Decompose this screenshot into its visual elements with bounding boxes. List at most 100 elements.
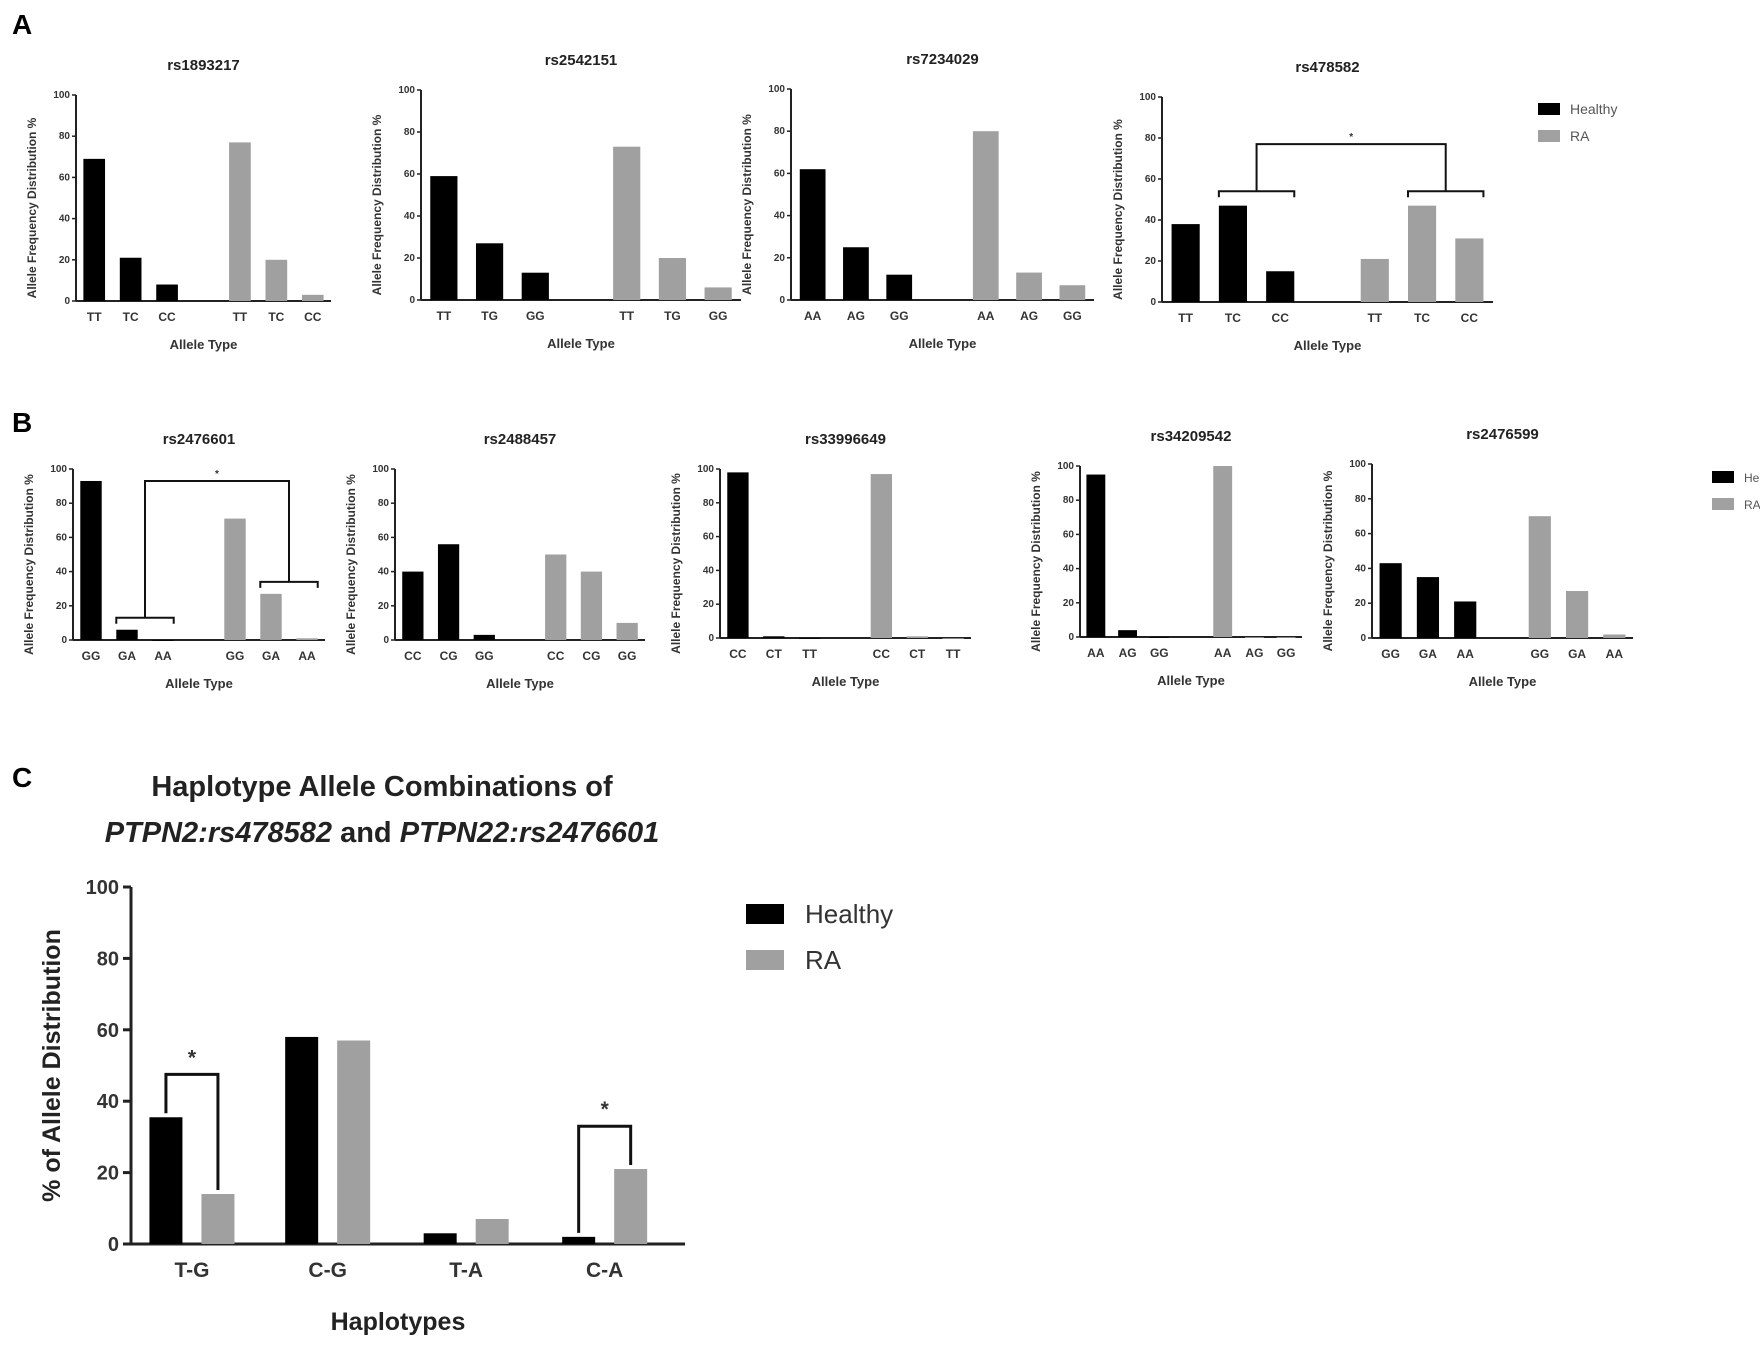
y-tick-label: 40: [703, 565, 715, 576]
y-axis-label: Allele Frequency Distribution %: [740, 114, 754, 295]
bar-ra-AA: [1603, 634, 1626, 638]
bar-ra-CC: [545, 554, 567, 640]
y-tick-label: 100: [53, 90, 70, 101]
x-tick-label: AG: [1245, 646, 1263, 660]
bar-healthy-AA: [152, 640, 174, 641]
y-tick-label: 80: [378, 498, 390, 509]
chart-title-line1: Haplotype Allele Combinations of: [151, 771, 613, 803]
bar-ra-TT: [1360, 258, 1389, 302]
y-tick-label: 40: [404, 211, 416, 222]
significance-bracket: [577, 1124, 633, 1233]
y-tick-label: 60: [404, 169, 416, 180]
x-tick-label: TG: [481, 309, 498, 323]
bar-ra-CC: [1455, 238, 1484, 302]
chart-title: rs34209542: [1151, 428, 1232, 445]
y-tick-label: 100: [1057, 461, 1074, 472]
significance-star: *: [1349, 132, 1353, 143]
x-tick-label: TT: [233, 310, 248, 324]
x-axis-label: Allele Type: [909, 336, 977, 351]
x-tick-label: CC: [404, 649, 422, 663]
x-tick-label: C-A: [586, 1259, 623, 1282]
bar-healthy-C-A: [562, 1236, 596, 1244]
legend-a: Healthy RA: [1538, 101, 1617, 144]
y-tick-label: 0: [64, 296, 70, 307]
y-tick-label: 0: [1360, 633, 1366, 644]
y-tick-label: 100: [768, 84, 785, 95]
bar-healthy-GG: [473, 634, 495, 640]
y-tick-label: 40: [378, 567, 390, 578]
bar-ra-AG: [1244, 637, 1264, 638]
significance-bracket: [164, 1072, 220, 1191]
x-tick-label: GG: [526, 309, 545, 323]
bar-ra-TT: [942, 638, 964, 639]
chart-title: rs2542151: [545, 52, 618, 69]
legend-swatch-healthy: [1538, 103, 1560, 115]
y-tick-label: 20: [1063, 598, 1075, 609]
y-tick-label: 100: [372, 464, 389, 475]
y-tick-label: 0: [409, 295, 415, 306]
x-tick-label: CC: [1272, 311, 1290, 325]
y-tick-label: 80: [59, 131, 71, 142]
x-axis-label: Allele Type: [812, 674, 880, 689]
y-axis-label: Allele Frequency Distribution %: [344, 474, 358, 655]
x-tick-label: GG: [1530, 647, 1549, 661]
x-tick-label: CC: [1461, 311, 1479, 325]
y-tick-label: 80: [703, 498, 715, 509]
x-tick-label: GA: [118, 649, 136, 663]
chart-rs2476599: rs2476599 0 20 40 60 80 100 Allele Frequency Di…: [1321, 426, 1633, 689]
bar-healthy-TT: [798, 638, 821, 639]
bar-healthy-TC: [119, 257, 142, 301]
y-tick-label: 60: [774, 168, 786, 179]
bar-healthy-C-G: [285, 1036, 319, 1244]
bar-ra-AA: [1213, 466, 1233, 637]
chart-title: rs7234029: [906, 51, 979, 68]
y-tick-label: 20: [59, 255, 71, 266]
bar-ra-AA: [972, 131, 999, 300]
y-tick-label: 80: [774, 126, 786, 137]
chart-haplotypes: Haplotype Allele Combinations of PTPN2:rs…: [38, 771, 893, 1336]
bar-ra-CT: [906, 636, 928, 638]
y-tick-label: 60: [59, 172, 71, 183]
bar-healthy-GG: [1149, 637, 1169, 638]
x-tick-label: GA: [1419, 647, 1437, 661]
bar-healthy-CC: [156, 284, 178, 301]
bar-ra-TT: [613, 146, 641, 300]
y-tick-label: 40: [1063, 564, 1075, 575]
bar-ra-GG: [704, 287, 732, 300]
x-tick-label: GA: [262, 649, 280, 663]
y-tick-label: 100: [1349, 459, 1366, 470]
chart-rs2476601: rs2476601 0 20 40 60 80 100 Allele Frequency Di…: [22, 431, 325, 691]
x-tick-label: AA: [1087, 646, 1105, 660]
x-tick-label: GG: [1277, 646, 1296, 660]
x-tick-label: AA: [154, 649, 172, 663]
x-tick-label: GG: [890, 309, 909, 323]
x-tick-label: GG: [1150, 646, 1169, 660]
x-tick-label: AA: [298, 649, 316, 663]
x-tick-label: TT: [1178, 311, 1193, 325]
chart-rs7234029: rs7234029 0 20 40 60 80 100 Allele Frequency Di…: [740, 51, 1094, 351]
y-tick-label: 60: [56, 532, 68, 543]
x-tick-label: T-G: [174, 1259, 209, 1282]
bar-healthy-GG: [886, 274, 913, 300]
legend-swatch-ra: [1538, 130, 1560, 142]
chart-rs2488457: rs2488457 0 20 40 60 80 100 Allele Frequency Di…: [344, 431, 645, 691]
x-axis-label: Allele Type: [547, 336, 615, 351]
bar-ra-TG: [658, 258, 687, 300]
x-tick-label: AA: [977, 309, 995, 323]
significance-bracket: [1217, 143, 1485, 198]
bar-ra-C-G: [337, 1040, 371, 1244]
chart-title: rs33996649: [805, 431, 886, 448]
x-tick-label: GG: [1063, 309, 1082, 323]
bar-healthy-TC: [1218, 205, 1247, 302]
legend-label-ra: RA: [805, 945, 842, 975]
y-tick-label: 0: [108, 1234, 119, 1256]
y-tick-label: 0: [1150, 297, 1156, 308]
bar-healthy-TT: [1171, 224, 1200, 302]
bar-healthy-CT: [763, 636, 785, 638]
y-axis-label: Allele Frequency Distribution %: [22, 474, 36, 655]
y-tick-label: 80: [1063, 495, 1075, 506]
y-axis-label: Allele Frequency Distribution %: [1111, 119, 1125, 300]
y-tick-label: 0: [61, 635, 67, 646]
y-tick-label: 100: [1139, 92, 1156, 103]
bar-healthy-CC: [727, 472, 749, 638]
